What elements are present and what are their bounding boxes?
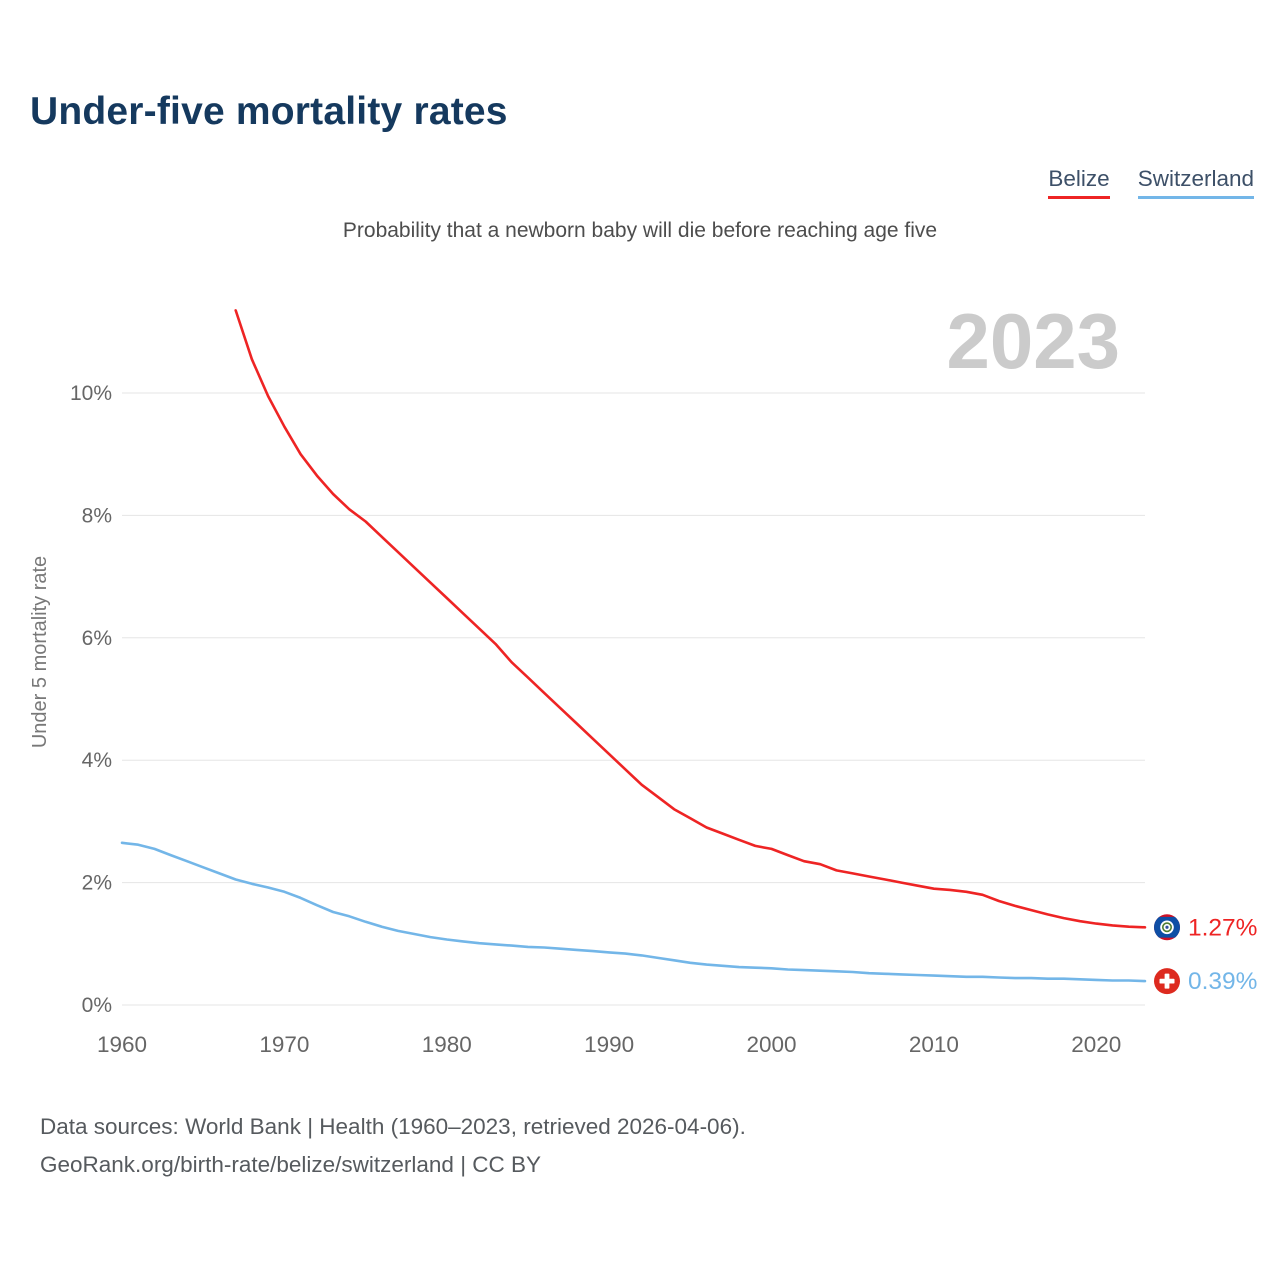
y-tick-label: 4% [82, 749, 112, 772]
x-tick-label: 2000 [746, 1032, 796, 1057]
series-line-belize [234, 309, 1147, 929]
legend: Belize Switzerland [1048, 166, 1254, 199]
belize-flag-icon [1154, 914, 1180, 941]
line-chart: 2023 0% 2% 4% 6% 8% 10% 1960 1970 1980 1990 2000 201… [29, 297, 1257, 1057]
chart-subtitle: Probability that a newborn baby will die… [342, 219, 938, 242]
end-value-label-belize: 1.27% [1188, 914, 1257, 941]
page-title: Under-five mortality rates [30, 90, 508, 133]
y-tick-label: 6% [82, 627, 112, 650]
legend-item-belize[interactable]: Belize [1048, 166, 1110, 199]
footer-source-line: Data sources: World Bank | Health (1960–… [40, 1114, 746, 1139]
y-tick-label: 0% [82, 994, 112, 1017]
end-value-label-switzerland: 0.39% [1188, 968, 1257, 995]
x-tick-label: 2010 [909, 1032, 959, 1057]
legend-item-switzerland[interactable]: Switzerland [1137, 166, 1254, 199]
series-line-switzerland [120, 841, 1147, 983]
x-tick-label: 2020 [1071, 1032, 1121, 1057]
y-tick-label: 2% [82, 872, 112, 895]
x-tick-label: 1960 [97, 1032, 147, 1057]
footer-license-line: GeoRank.org/birth-rate/belize/switzerlan… [40, 1152, 542, 1177]
footer: Data sources: World Bank | Health (1960–… [40, 1108, 746, 1184]
x-tick-label: 1990 [584, 1032, 634, 1057]
y-tick-label: 8% [82, 504, 112, 527]
y-tick-label: 10% [70, 382, 112, 405]
x-tick-label: 1970 [259, 1032, 309, 1057]
year-watermark: 2023 [946, 297, 1120, 385]
switzerland-flag-icon [1154, 968, 1180, 995]
y-axis-title: Under 5 mortality rate [29, 556, 51, 748]
x-tick-label: 1980 [422, 1032, 472, 1057]
